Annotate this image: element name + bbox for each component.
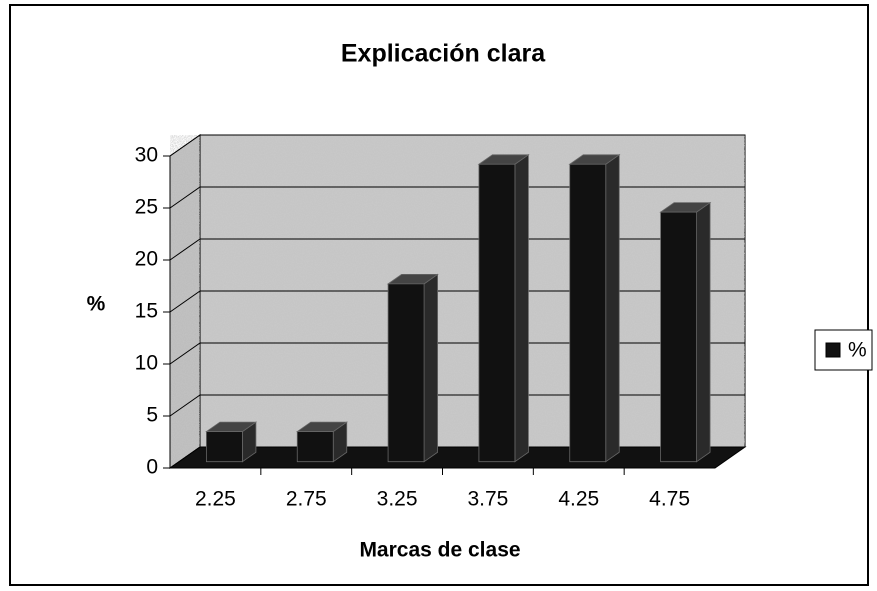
y-axis-title: % xyxy=(87,293,106,316)
bar xyxy=(477,154,530,463)
bar xyxy=(386,273,439,463)
y-tick-label: 5 xyxy=(146,404,158,427)
y-tick-label: 20 xyxy=(135,248,158,271)
grid-line xyxy=(169,238,745,261)
x-tick-label: 3.75 xyxy=(467,488,508,511)
grid-line xyxy=(169,446,745,469)
grid-line xyxy=(169,394,745,417)
y-tick-label: 10 xyxy=(135,352,158,375)
x-tick-label: 3.25 xyxy=(377,488,418,511)
bar xyxy=(205,421,258,463)
x-axis-title: Marcas de clase xyxy=(359,539,520,562)
plot-walls xyxy=(168,134,747,469)
legend-swatch xyxy=(825,342,841,358)
bar xyxy=(295,421,349,463)
y-tick-label: 15 xyxy=(135,300,158,323)
y-tick-label: 0 xyxy=(146,456,158,479)
y-tick-label: 30 xyxy=(135,144,158,167)
grid-line xyxy=(169,342,745,365)
legend xyxy=(814,329,873,371)
x-tick-label: 4.25 xyxy=(558,488,599,511)
grid-line xyxy=(169,290,745,313)
grid-line xyxy=(169,186,745,209)
x-tick-label: 2.25 xyxy=(195,488,236,511)
x-tick-label: 4.75 xyxy=(649,488,690,511)
bar xyxy=(659,201,712,463)
y-tick-label: 25 xyxy=(135,196,158,219)
legend-label: % xyxy=(848,339,867,362)
grid-line xyxy=(169,134,745,157)
chart-title: Explicación clara xyxy=(341,40,546,68)
x-tick-label: 2.75 xyxy=(286,488,327,511)
bar xyxy=(568,154,621,463)
